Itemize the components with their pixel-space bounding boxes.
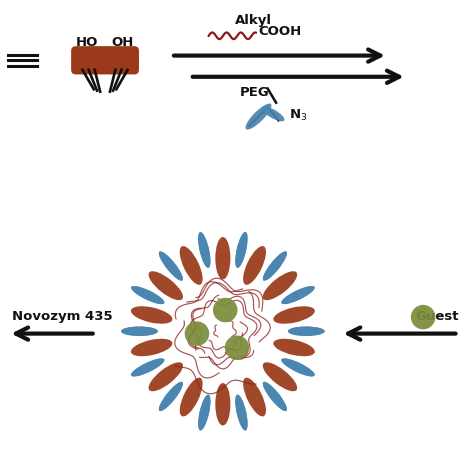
Ellipse shape bbox=[131, 358, 164, 376]
Ellipse shape bbox=[215, 383, 230, 426]
Ellipse shape bbox=[282, 358, 315, 376]
Circle shape bbox=[185, 321, 209, 346]
Ellipse shape bbox=[235, 232, 247, 268]
Text: N$_3$: N$_3$ bbox=[289, 109, 307, 123]
Ellipse shape bbox=[282, 286, 315, 304]
Ellipse shape bbox=[180, 246, 202, 285]
Ellipse shape bbox=[263, 382, 287, 411]
Ellipse shape bbox=[263, 251, 287, 281]
Ellipse shape bbox=[159, 382, 183, 411]
Ellipse shape bbox=[273, 306, 315, 324]
Ellipse shape bbox=[198, 232, 210, 268]
Ellipse shape bbox=[198, 395, 210, 430]
Text: PEG: PEG bbox=[239, 86, 269, 99]
Text: COOH: COOH bbox=[258, 25, 301, 37]
Ellipse shape bbox=[121, 327, 158, 336]
Ellipse shape bbox=[243, 246, 266, 285]
Ellipse shape bbox=[235, 232, 247, 268]
Circle shape bbox=[225, 336, 249, 360]
Ellipse shape bbox=[235, 395, 247, 430]
Ellipse shape bbox=[263, 382, 287, 411]
Ellipse shape bbox=[243, 378, 266, 417]
Ellipse shape bbox=[288, 327, 325, 336]
Text: OH: OH bbox=[112, 36, 134, 49]
Ellipse shape bbox=[148, 362, 183, 391]
Text: Novozym 435: Novozym 435 bbox=[12, 310, 112, 323]
Ellipse shape bbox=[131, 286, 164, 304]
Ellipse shape bbox=[159, 251, 183, 281]
Ellipse shape bbox=[235, 395, 247, 430]
Ellipse shape bbox=[131, 358, 164, 376]
Text: Guest: Guest bbox=[415, 310, 458, 323]
Ellipse shape bbox=[288, 327, 325, 336]
Ellipse shape bbox=[148, 271, 183, 300]
FancyBboxPatch shape bbox=[71, 46, 139, 74]
Circle shape bbox=[213, 298, 237, 322]
Ellipse shape bbox=[198, 232, 210, 268]
Ellipse shape bbox=[263, 251, 287, 281]
Ellipse shape bbox=[159, 251, 183, 281]
Ellipse shape bbox=[131, 306, 173, 324]
Text: HO: HO bbox=[76, 36, 98, 49]
Ellipse shape bbox=[131, 339, 173, 356]
Ellipse shape bbox=[263, 362, 297, 391]
Ellipse shape bbox=[262, 107, 284, 121]
Ellipse shape bbox=[159, 382, 183, 411]
Ellipse shape bbox=[131, 286, 164, 304]
Circle shape bbox=[411, 305, 436, 329]
Ellipse shape bbox=[263, 271, 297, 300]
Text: Alkyl: Alkyl bbox=[235, 14, 272, 27]
Ellipse shape bbox=[282, 358, 315, 376]
Ellipse shape bbox=[198, 395, 210, 430]
Ellipse shape bbox=[282, 286, 315, 304]
Ellipse shape bbox=[121, 327, 158, 336]
Ellipse shape bbox=[273, 339, 315, 356]
Ellipse shape bbox=[215, 237, 230, 279]
Ellipse shape bbox=[246, 103, 272, 129]
Ellipse shape bbox=[180, 378, 202, 417]
